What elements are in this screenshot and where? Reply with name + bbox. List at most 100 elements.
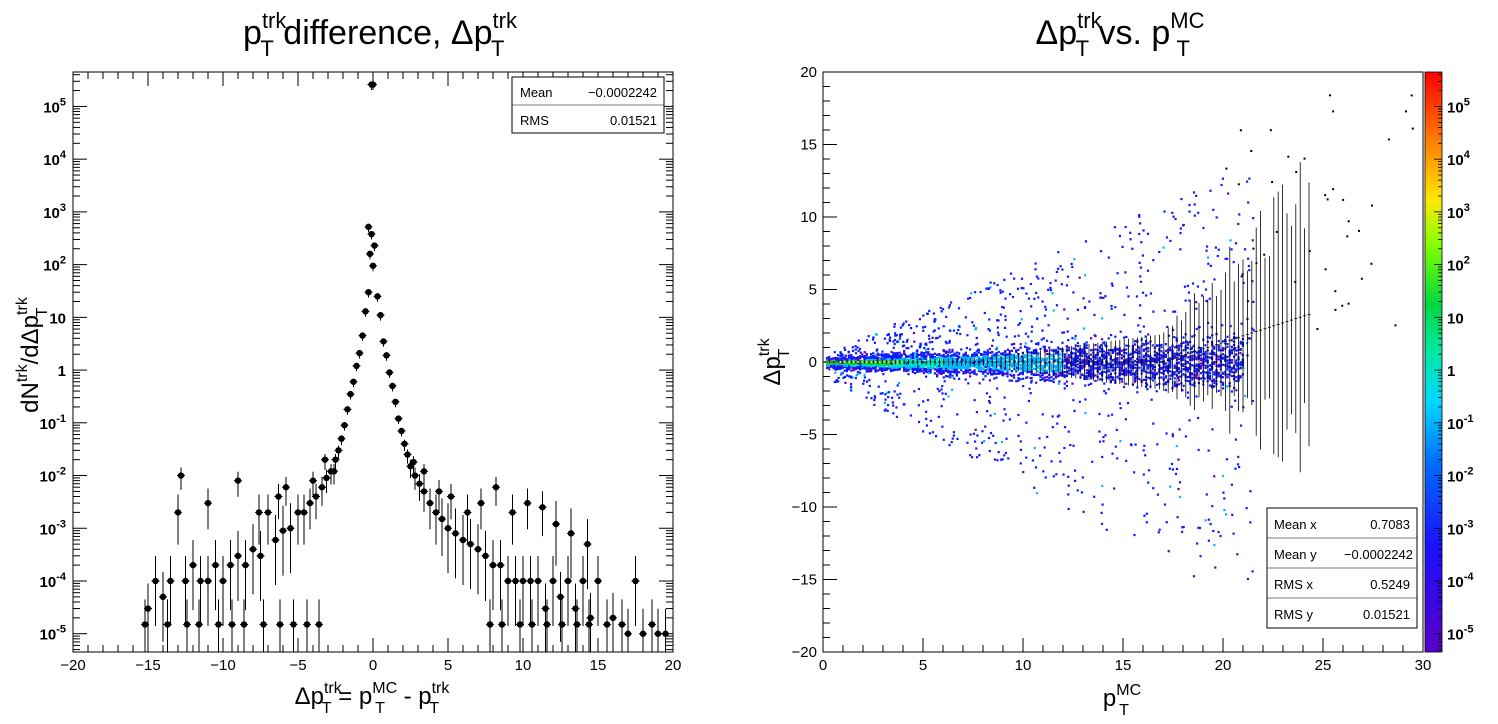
- heat-cell: [1166, 325, 1169, 329]
- heat-cell: [905, 320, 908, 323]
- heat-cell: [907, 369, 910, 372]
- right-axis-ticks: [822, 71, 1424, 653]
- heat-cell: [1050, 368, 1053, 372]
- heat-cell: [1006, 371, 1009, 374]
- heat-cell: [1178, 481, 1182, 484]
- heat-cell: [1076, 363, 1079, 366]
- heat-cell: [955, 371, 958, 374]
- heat-cell: [941, 425, 944, 428]
- heat-cell: [883, 409, 886, 412]
- left-data-point: [400, 439, 409, 451]
- left-data-point: [564, 555, 572, 626]
- heat-cell: [1024, 367, 1027, 370]
- heat-cell: [922, 329, 925, 333]
- heat-cell: [1046, 435, 1049, 438]
- heat-cell: [1103, 365, 1106, 368]
- heat-cell: [1217, 530, 1220, 534]
- heat-cell: [1186, 347, 1189, 350]
- heat-cell: [1101, 503, 1104, 506]
- heat-cell: [940, 370, 943, 373]
- heat-cell-core: [892, 361, 895, 363]
- heat-cell: [993, 367, 996, 370]
- heat-cell: [865, 339, 869, 342]
- heat-cell: [980, 441, 984, 444]
- heat-cell: [1142, 369, 1145, 373]
- heat-cell: [988, 329, 992, 332]
- heat-cell: [962, 353, 965, 356]
- heat-cell: [942, 348, 945, 352]
- heat-cell: [958, 360, 961, 363]
- heat-cell: [1164, 362, 1167, 365]
- left-y-tick-label: 103: [43, 202, 66, 222]
- heat-cell: [1178, 370, 1181, 374]
- heat-cell: [897, 381, 901, 385]
- heat-cell: [991, 369, 994, 372]
- heat-cell: [1234, 399, 1237, 402]
- heat-cell: [903, 358, 906, 361]
- heat-cell: [1208, 368, 1211, 371]
- heat-cell: [1234, 467, 1237, 470]
- heat-cell: [1212, 208, 1215, 211]
- heat-cell: [1029, 282, 1032, 286]
- heat-cell: [937, 327, 940, 330]
- heat-cell: [964, 365, 967, 368]
- heat-cell: [895, 415, 899, 418]
- heat-cell: [1235, 389, 1238, 392]
- heat-cell: [944, 351, 947, 355]
- heat-cell: [1055, 375, 1058, 378]
- heat-cell: [828, 356, 831, 359]
- heat-cell: [1138, 359, 1141, 362]
- heat-cell: [938, 368, 941, 371]
- heat-cell: [1101, 455, 1104, 459]
- heat-cell: [1181, 389, 1184, 392]
- heat-cell: [1225, 513, 1228, 516]
- heat-cell: [916, 354, 919, 357]
- left-data-point: [463, 494, 472, 545]
- heat-cell: [1213, 347, 1216, 350]
- heat-cell: [1063, 360, 1066, 363]
- heat-cell: [948, 341, 951, 344]
- heat-cell: [1213, 371, 1216, 374]
- right-chart: Δptrk T vs. pMC T 0 5 10 15 20 25 30 −20−15−10−5…: [756, 8, 1474, 719]
- left-axis-ticks: [72, 72, 674, 652]
- heat-cell: [1160, 350, 1163, 353]
- heat-cell: [922, 351, 925, 355]
- heat-cell: [1063, 382, 1066, 385]
- heat-cell: [888, 339, 892, 343]
- heat-cell: [1235, 353, 1238, 356]
- heat-cell: [1010, 358, 1013, 361]
- heat-cell: [1251, 280, 1254, 283]
- left-data-point: [486, 599, 494, 652]
- heat-cell: [995, 367, 998, 370]
- heat-cell: [1098, 430, 1101, 433]
- heat-cell: [931, 336, 934, 339]
- heat-cell: [1019, 440, 1022, 443]
- heat-cell: [885, 363, 888, 366]
- heat-cell: [892, 364, 895, 367]
- heat-cell: [1039, 375, 1042, 378]
- heat-cell: [942, 364, 945, 368]
- heat-cell: [969, 372, 972, 375]
- heat-cell: [971, 353, 974, 357]
- heat-cell: [1085, 344, 1088, 347]
- heat-cell: [1063, 446, 1066, 449]
- heat-cell: [895, 334, 898, 337]
- heat-cell: [1102, 440, 1105, 443]
- profile-point: [1069, 346, 1073, 378]
- left-data-point: [618, 599, 626, 652]
- left-data-point: [226, 540, 235, 611]
- heat-cell: [896, 393, 899, 396]
- heat-cell: [1107, 375, 1110, 378]
- heat-cell: [1098, 356, 1101, 359]
- heat-cell: [833, 380, 836, 384]
- heat-cell: [990, 350, 994, 354]
- heat-cell: [1120, 354, 1123, 357]
- heat-cell: [988, 369, 991, 372]
- heat-cell: [1049, 281, 1052, 285]
- heat-cell: [1239, 375, 1242, 379]
- heat-cell: [1082, 348, 1085, 351]
- heat-cell: [949, 364, 952, 367]
- heat-cell: [1043, 446, 1046, 449]
- heat-cell: [980, 362, 983, 365]
- heat-cell: [1200, 367, 1203, 370]
